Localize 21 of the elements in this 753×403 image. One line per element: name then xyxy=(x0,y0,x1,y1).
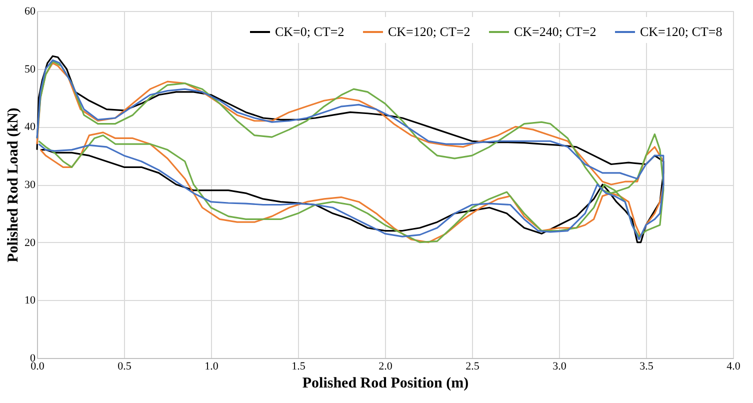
x-axis-title: Polished Rod Position (m) xyxy=(302,376,469,392)
y-tick-label: 30 xyxy=(24,179,36,191)
x-tick-label: 2.5 xyxy=(466,360,480,372)
x-tick-label: 3.5 xyxy=(640,360,654,372)
x-tick-label: 3.0 xyxy=(552,360,567,372)
y-axis-title: Polished Rod Load (kN) xyxy=(6,108,22,262)
x-tick-label: 4.0 xyxy=(726,360,741,372)
legend-label: CK=120; CT=2 xyxy=(388,24,470,39)
legend-label: CK=240; CT=2 xyxy=(514,24,596,39)
x-tick-label: 1.5 xyxy=(292,360,306,372)
y-tick-label: 60 xyxy=(24,6,36,18)
x-tick-label: 1.0 xyxy=(204,360,219,372)
x-tick-label: 0.5 xyxy=(118,360,132,372)
x-tick-label: 0.0 xyxy=(30,360,45,372)
y-tick-label: 20 xyxy=(24,236,36,249)
x-tick-label: 2.0 xyxy=(378,360,393,372)
y-tick-label: 40 xyxy=(24,121,36,134)
legend-label: CK=0; CT=2 xyxy=(275,24,344,39)
y-tick-label: 10 xyxy=(24,294,36,307)
y-tick-label: 50 xyxy=(24,63,36,76)
legend-label: CK=120; CT=8 xyxy=(640,24,722,39)
